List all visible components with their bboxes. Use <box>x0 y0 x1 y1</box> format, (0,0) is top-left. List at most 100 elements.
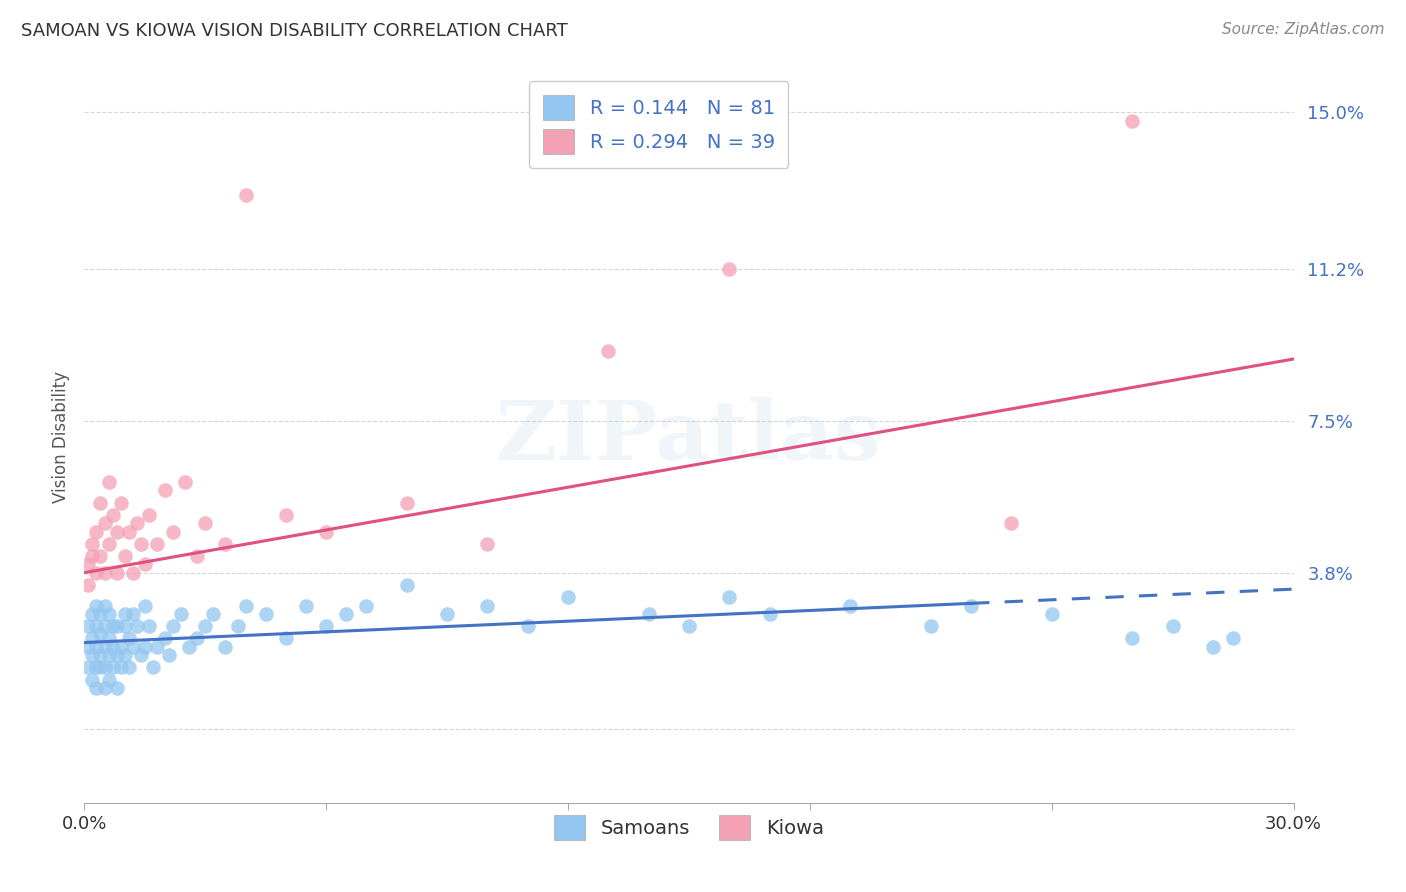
Point <box>134 640 156 654</box>
Point <box>226 619 249 633</box>
Point <box>162 619 184 633</box>
Point <box>395 496 418 510</box>
Point <box>114 619 136 633</box>
Point <box>146 640 169 654</box>
Point <box>718 591 741 605</box>
Point <box>1222 632 1244 646</box>
Point <box>82 537 104 551</box>
Point <box>356 599 378 613</box>
Point <box>598 343 620 358</box>
Point <box>89 627 111 641</box>
Point <box>214 537 236 551</box>
Point <box>174 475 197 490</box>
Point <box>114 549 136 564</box>
Point <box>214 640 236 654</box>
Point <box>97 475 120 490</box>
Point <box>194 619 217 633</box>
Point <box>170 607 193 621</box>
Point <box>105 524 128 539</box>
Point <box>125 516 148 531</box>
Point <box>235 599 257 613</box>
Point <box>1202 640 1225 654</box>
Point <box>93 681 115 695</box>
Point <box>121 607 143 621</box>
Point <box>110 496 132 510</box>
Legend: Samoans, Kiowa: Samoans, Kiowa <box>546 807 832 848</box>
Point <box>118 524 141 539</box>
Point <box>134 599 156 613</box>
Point <box>97 607 120 621</box>
Point <box>121 640 143 654</box>
Point <box>97 648 120 662</box>
Point <box>82 632 104 646</box>
Point <box>516 619 538 633</box>
Point <box>186 549 208 564</box>
Point <box>162 524 184 539</box>
Point <box>86 619 108 633</box>
Point <box>1121 632 1143 646</box>
Y-axis label: Vision Disability: Vision Disability <box>52 371 70 503</box>
Point <box>960 599 983 613</box>
Point <box>118 632 141 646</box>
Point <box>97 537 120 551</box>
Point <box>101 508 124 523</box>
Point <box>153 632 176 646</box>
Point <box>718 261 741 276</box>
Point <box>77 558 100 572</box>
Point <box>114 648 136 662</box>
Point <box>1000 516 1022 531</box>
Point <box>637 607 659 621</box>
Point <box>1121 113 1143 128</box>
Point <box>315 619 337 633</box>
Point <box>315 524 337 539</box>
Point <box>186 632 208 646</box>
Point <box>129 648 152 662</box>
Point <box>920 619 942 633</box>
Point <box>395 578 418 592</box>
Point <box>86 640 108 654</box>
Point <box>1040 607 1063 621</box>
Point <box>105 648 128 662</box>
Point <box>77 619 100 633</box>
Point <box>82 607 104 621</box>
Point <box>86 599 108 613</box>
Point <box>758 607 780 621</box>
Point <box>477 599 499 613</box>
Point <box>129 537 152 551</box>
Point <box>134 558 156 572</box>
Point <box>110 660 132 674</box>
Point <box>101 619 124 633</box>
Point <box>77 660 100 674</box>
Point <box>97 673 120 687</box>
Point <box>93 516 115 531</box>
Point <box>77 578 100 592</box>
Point <box>477 537 499 551</box>
Point <box>118 660 141 674</box>
Point <box>82 549 104 564</box>
Point <box>105 681 128 695</box>
Point <box>153 483 176 498</box>
Point <box>82 673 104 687</box>
Point <box>89 607 111 621</box>
Point <box>97 632 120 646</box>
Point <box>295 599 318 613</box>
Text: SAMOAN VS KIOWA VISION DISABILITY CORRELATION CHART: SAMOAN VS KIOWA VISION DISABILITY CORREL… <box>21 22 568 40</box>
Point <box>335 607 357 621</box>
Point <box>82 648 104 662</box>
Point <box>93 640 115 654</box>
Point <box>89 648 111 662</box>
Point <box>179 640 201 654</box>
Point <box>274 632 297 646</box>
Point <box>157 648 180 662</box>
Point <box>89 549 111 564</box>
Point <box>202 607 225 621</box>
Point <box>105 566 128 580</box>
Text: Source: ZipAtlas.com: Source: ZipAtlas.com <box>1222 22 1385 37</box>
Point <box>86 660 108 674</box>
Point <box>110 640 132 654</box>
Point <box>77 640 100 654</box>
Point <box>121 566 143 580</box>
Point <box>93 660 115 674</box>
Point <box>146 537 169 551</box>
Point <box>93 619 115 633</box>
